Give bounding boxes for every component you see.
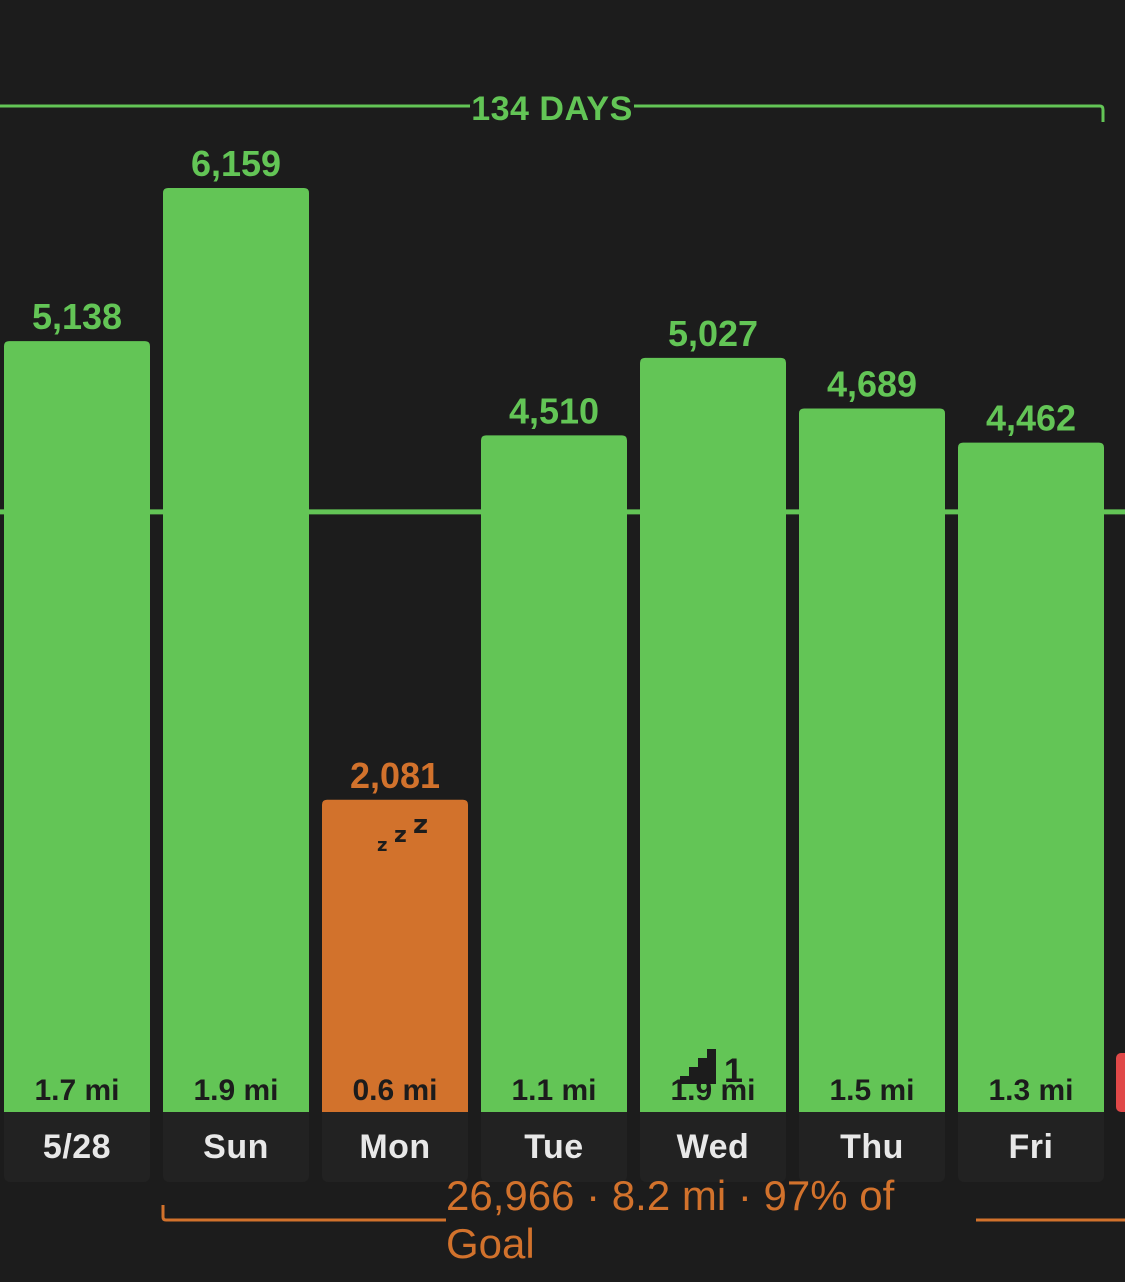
streak-bracket (0, 104, 1105, 122)
svg-text:z: z (377, 835, 387, 856)
bar-value-label: 4,462 (986, 398, 1076, 439)
bar-distance-label: 0.6 mi (352, 1074, 437, 1107)
day-labels-row: 5/28 Sun Mon Tue Wed Thu Fri (0, 1112, 1125, 1182)
summary-bracket (161, 1205, 1125, 1222)
bar-value-label: 2,081 (350, 755, 440, 796)
bar-value-label: 4,689 (827, 364, 917, 405)
day-label-fri[interactable]: Fri (958, 1112, 1104, 1182)
day-label-wed[interactable]: Wed (640, 1112, 786, 1182)
bar-distance-label: 1.5 mi (829, 1074, 914, 1107)
bar-value-label: 6,159 (191, 143, 281, 184)
bar-sun[interactable] (163, 188, 309, 1112)
partial-next-bar (1116, 1053, 1125, 1112)
bar-distance-label: 1.9 mi (193, 1074, 278, 1107)
svg-text:z: z (413, 810, 428, 840)
bar-value-label: 5,027 (668, 313, 758, 354)
stairs-icon (680, 1049, 716, 1084)
bar-distance-label: 1.7 mi (34, 1074, 119, 1107)
bar-tue[interactable] (481, 435, 627, 1113)
day-label-tue[interactable]: Tue (481, 1112, 627, 1182)
day-label-mon[interactable]: Mon (322, 1112, 468, 1182)
bar-wed[interactable] (640, 357, 786, 1112)
streak-days-label: 134 DAYS (470, 86, 634, 132)
bar-distance-label: 1.1 mi (511, 1074, 596, 1107)
bar-value-label: 5,138 (32, 296, 122, 337)
bar-fri[interactable] (958, 442, 1104, 1113)
bar-value-label: 4,510 (509, 390, 599, 431)
stairs-count-label: 1 (724, 1052, 743, 1090)
svg-text:z: z (394, 823, 407, 848)
bar-5-28[interactable] (4, 341, 150, 1112)
bar-thu[interactable] (799, 408, 945, 1113)
day-label-sun[interactable]: Sun (163, 1112, 309, 1182)
day-label-5-28[interactable]: 5/28 (4, 1112, 150, 1182)
bar-mon[interactable] (322, 799, 468, 1112)
day-label-thu[interactable]: Thu (799, 1112, 945, 1182)
weekly-summary-label: 26,966 · 8.2 mi · 97% of Goal (446, 1172, 976, 1267)
bar-distance-label: 1.3 mi (988, 1074, 1073, 1107)
